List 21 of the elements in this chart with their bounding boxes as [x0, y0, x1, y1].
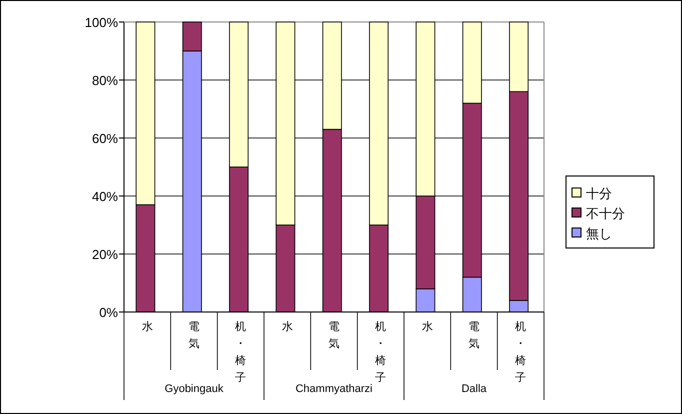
y-tick-label: 20%: [92, 247, 118, 262]
y-tick-label: 100%: [84, 15, 118, 30]
legend-label: 十分: [586, 186, 612, 201]
legend-label: 不十分: [586, 206, 625, 221]
x-tick-label: 電気: [468, 321, 480, 350]
x-tick-label: 水: [282, 320, 293, 333]
y-tick-label: 60%: [92, 131, 118, 146]
text: Dalla: [461, 383, 488, 395]
text: Chammyatharzi: [295, 383, 373, 395]
y-tick-label: 80%: [92, 73, 118, 88]
y-tick-label: 40%: [92, 189, 118, 204]
x-tick-label: 机・椅子: [235, 321, 246, 384]
y-tick-label: 0%: [99, 305, 118, 320]
legend-label: 無し: [586, 226, 612, 241]
x-tick-label: 電気: [188, 321, 200, 350]
x-tick-label: 水: [142, 320, 153, 333]
text: Gyobingauk: [164, 383, 224, 395]
x-tick-label: 机・椅子: [515, 321, 526, 384]
x-tick-label: 電気: [328, 321, 340, 350]
x-tick-label: 水: [422, 320, 433, 333]
x-tick-label: 机・椅子: [375, 321, 386, 384]
